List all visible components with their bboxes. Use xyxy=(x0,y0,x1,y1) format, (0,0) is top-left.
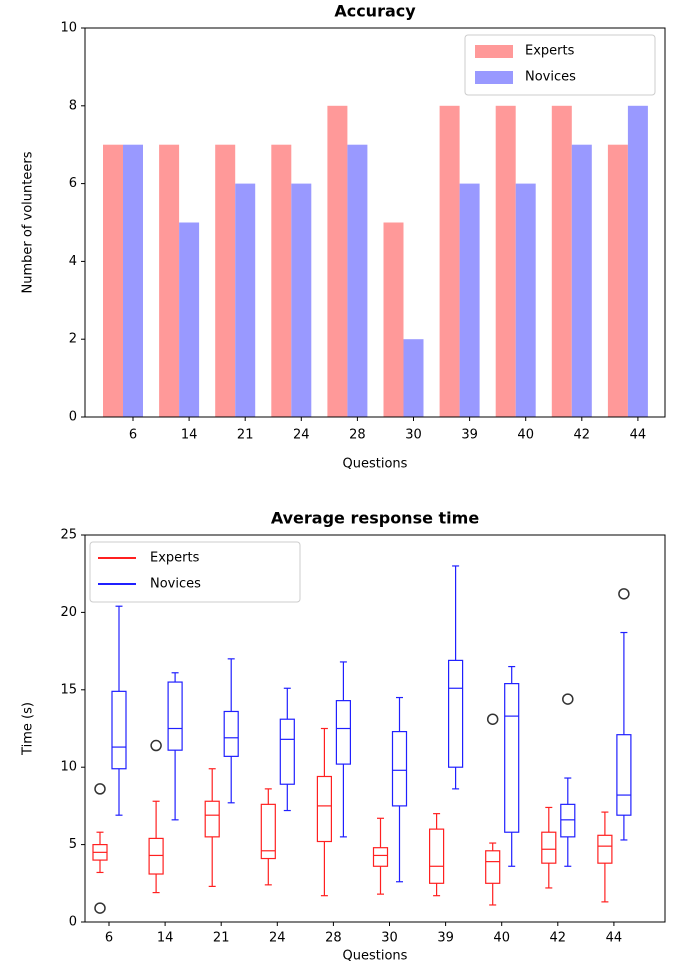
box xyxy=(279,718,295,785)
flier xyxy=(94,902,106,914)
x-tick-label: 30 xyxy=(405,428,422,443)
y-tick-label: 10 xyxy=(60,21,77,36)
plot-frame xyxy=(84,534,666,923)
x-tick-label: 30 xyxy=(381,931,398,946)
legend-label: Experts xyxy=(525,44,575,59)
x-tick-label: 21 xyxy=(237,428,254,443)
y-tick-label: 8 xyxy=(69,98,77,113)
box xyxy=(167,681,183,751)
x-tick-label: 40 xyxy=(493,931,510,946)
bar xyxy=(459,183,480,417)
x-axis-label: Questions xyxy=(343,457,408,472)
legend-label: Experts xyxy=(150,551,200,566)
bar xyxy=(607,144,628,417)
x-tick-label: 24 xyxy=(293,428,310,443)
x-tick-label: 44 xyxy=(630,428,647,443)
bar xyxy=(235,183,256,417)
box xyxy=(204,800,220,838)
bar xyxy=(215,144,236,417)
bar xyxy=(515,183,536,417)
bar xyxy=(123,144,143,417)
box xyxy=(485,850,501,884)
bar xyxy=(439,105,460,418)
chart-title: Average response time xyxy=(271,509,480,528)
box xyxy=(597,834,613,864)
x-tick-label: 6 xyxy=(129,428,137,443)
flier xyxy=(562,693,574,705)
y-tick-label: 20 xyxy=(60,605,77,620)
bar xyxy=(571,144,592,417)
bar xyxy=(627,105,648,418)
box xyxy=(616,734,632,816)
bar xyxy=(495,105,516,418)
box xyxy=(504,683,520,833)
box xyxy=(372,847,389,867)
x-tick-label: 21 xyxy=(213,931,230,946)
bar xyxy=(551,105,572,418)
x-axis-label: Questions xyxy=(343,949,408,964)
bar xyxy=(179,222,200,417)
box xyxy=(560,803,576,838)
x-tick-label: 40 xyxy=(517,428,534,443)
x-tick-label: 24 xyxy=(269,931,286,946)
x-tick-label: 44 xyxy=(606,931,623,946)
box xyxy=(335,700,351,765)
y-tick-label: 0 xyxy=(69,410,77,425)
y-tick-label: 10 xyxy=(60,760,77,775)
x-tick-label: 39 xyxy=(437,931,454,946)
flier xyxy=(486,713,499,725)
legend-label: Novices xyxy=(150,577,201,592)
box xyxy=(429,828,445,884)
bar xyxy=(347,144,368,417)
flier xyxy=(94,783,106,795)
box xyxy=(148,837,164,875)
flier xyxy=(150,739,162,752)
y-tick-label: 2 xyxy=(69,332,77,347)
bar xyxy=(327,105,348,418)
x-tick-label: 14 xyxy=(181,428,198,443)
box xyxy=(223,710,239,757)
chart-title: Accuracy xyxy=(334,2,416,21)
x-tick-label: 42 xyxy=(574,428,591,443)
bar xyxy=(383,222,404,417)
y-axis-label: Time (s) xyxy=(21,702,36,756)
y-axis-label: Number of volunteers xyxy=(21,151,36,293)
bar xyxy=(159,144,180,417)
box xyxy=(111,690,127,770)
x-tick-label: 6 xyxy=(105,931,113,946)
bar xyxy=(291,183,312,417)
y-tick-label: 25 xyxy=(60,528,77,543)
x-tick-label: 14 xyxy=(157,931,174,946)
bar xyxy=(271,144,292,417)
legend-swatch xyxy=(475,71,513,84)
plot-frame xyxy=(84,27,666,418)
y-tick-label: 4 xyxy=(69,254,77,269)
box xyxy=(260,803,276,860)
box xyxy=(541,831,557,864)
box xyxy=(448,659,464,768)
x-tick-label: 39 xyxy=(461,428,478,443)
legend-swatch xyxy=(475,45,513,58)
bar xyxy=(103,144,123,417)
y-tick-label: 6 xyxy=(69,176,77,191)
x-tick-label: 42 xyxy=(550,931,567,946)
legend-label: Novices xyxy=(525,70,576,85)
y-tick-label: 0 xyxy=(69,915,77,930)
y-tick-label: 5 xyxy=(69,837,77,852)
x-tick-label: 28 xyxy=(325,931,342,946)
box xyxy=(316,775,332,843)
legend-frame xyxy=(89,541,301,603)
flier xyxy=(618,588,630,600)
bar xyxy=(403,339,424,417)
y-tick-label: 15 xyxy=(60,682,77,697)
x-tick-label: 28 xyxy=(349,428,366,443)
box xyxy=(391,730,408,807)
